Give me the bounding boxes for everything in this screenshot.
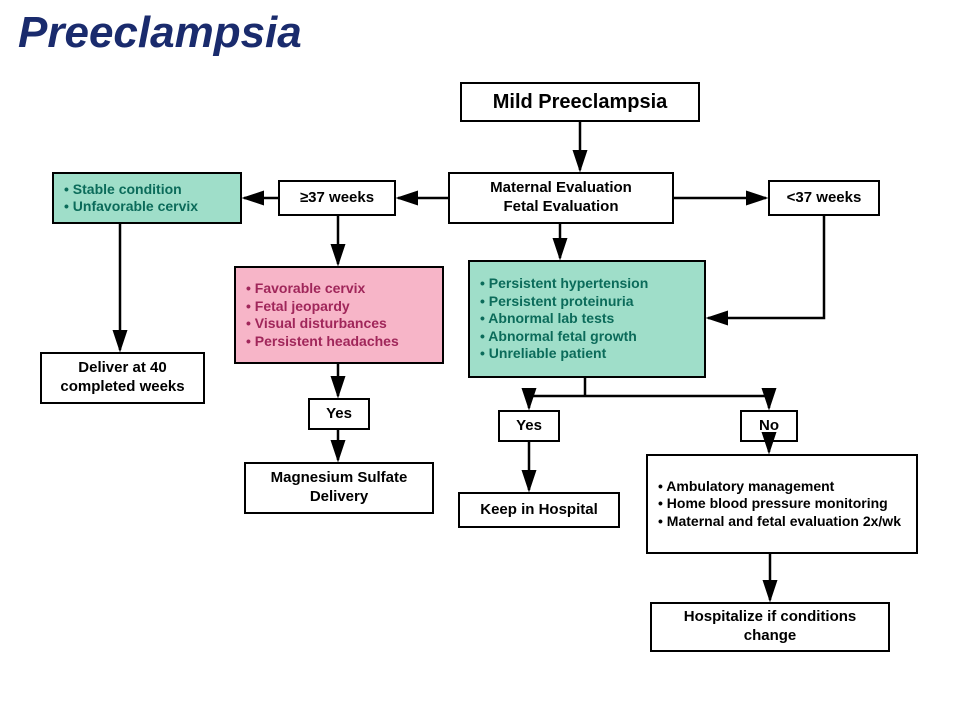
mgso4-line0: Magnesium Sulfate (271, 469, 408, 488)
node-deliver40: Deliver at 40 completed weeks (40, 352, 205, 404)
node-eval-line0: Maternal Evaluation (490, 179, 632, 198)
page-title: Preeclampsia (18, 8, 302, 58)
teal-item-4: Unreliable patient (480, 345, 606, 363)
hosp-line0: Hospitalize if conditions (684, 608, 857, 627)
teal-item-3: Abnormal fetal growth (480, 328, 637, 346)
node-yes1: Yes (308, 398, 370, 430)
node-teal-list: Persistent hypertension Persistent prote… (468, 260, 706, 378)
ambul-item-2: Maternal and fetal evaluation 2x/wk (658, 513, 901, 531)
deliver40-line1: completed weeks (60, 378, 184, 397)
no-label: No (759, 417, 779, 436)
teal-item-1: Persistent proteinuria (480, 293, 634, 311)
node-eval-line1: Fetal Evaluation (503, 198, 618, 217)
keep-label: Keep in Hospital (480, 501, 598, 520)
mgso4-line1: Delivery (310, 488, 368, 507)
node-pink-list: Favorable cervix Fetal jeopardy Visual d… (234, 266, 444, 364)
node-mgso4: Magnesium Sulfate Delivery (244, 462, 434, 514)
ambul-item-0: Ambulatory management (658, 478, 834, 496)
yes2-label: Yes (516, 417, 542, 436)
node-lt37: <37 weeks (768, 180, 880, 216)
hosp-line1: change (744, 627, 797, 646)
pink-item-1: Fetal jeopardy (246, 298, 350, 316)
pink-item-2: Visual disturbances (246, 315, 387, 333)
ambul-item-1: Home blood pressure monitoring (658, 495, 888, 513)
node-eval: Maternal Evaluation Fetal Evaluation (448, 172, 674, 224)
teal-item-2: Abnormal lab tests (480, 310, 614, 328)
yes1-label: Yes (326, 405, 352, 424)
node-hosp: Hospitalize if conditions change (650, 602, 890, 652)
stable-item-0: Stable condition (64, 181, 182, 199)
node-ge37-label: ≥37 weeks (300, 189, 374, 208)
pink-item-0: Favorable cervix (246, 280, 365, 298)
stable-item-1: Unfavorable cervix (64, 198, 198, 216)
node-stable: Stable condition Unfavorable cervix (52, 172, 242, 224)
node-mild-label: Mild Preeclampsia (493, 90, 668, 115)
teal-item-0: Persistent hypertension (480, 275, 648, 293)
pink-item-3: Persistent headaches (246, 333, 399, 351)
deliver40-line0: Deliver at 40 (78, 359, 166, 378)
node-yes2: Yes (498, 410, 560, 442)
node-no: No (740, 410, 798, 442)
node-lt37-label: <37 weeks (787, 189, 862, 208)
node-ambul: Ambulatory management Home blood pressur… (646, 454, 918, 554)
node-keep: Keep in Hospital (458, 492, 620, 528)
node-mild: Mild Preeclampsia (460, 82, 700, 122)
node-ge37: ≥37 weeks (278, 180, 396, 216)
